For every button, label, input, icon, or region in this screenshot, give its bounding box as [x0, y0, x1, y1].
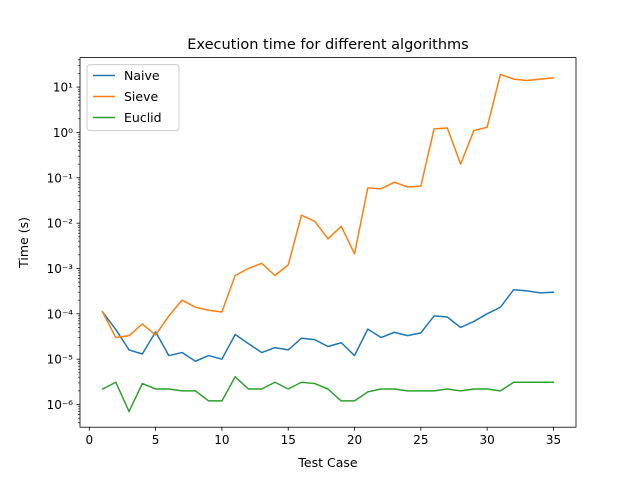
x-tick-label: 20: [347, 433, 362, 447]
y-tick-label: 10⁻²: [47, 217, 74, 231]
x-tick-label: 0: [85, 433, 93, 447]
x-tick-label: 25: [413, 433, 428, 447]
y-axis-ticks: 10⁻⁶ 10⁻⁵ 10⁻⁴ 10⁻³ 10⁻² 10⁻¹ 10⁰ 10¹: [47, 59, 80, 423]
legend-box: [86, 64, 180, 132]
series-line-naive: [101, 288, 555, 362]
x-tick-label: 5: [152, 433, 160, 447]
series-line-sieve: [101, 73, 555, 339]
y-axis-label: Time (s): [16, 217, 31, 269]
series-layer: [101, 73, 555, 413]
y-tick-label: 10¹: [53, 81, 73, 95]
y-tick-label: 10⁻⁴: [47, 307, 74, 321]
y-tick-label: 10⁻¹: [47, 171, 74, 185]
legend-label-naive: Naive: [124, 68, 160, 83]
legend: Naive Sieve Euclid: [86, 64, 180, 132]
x-tick-label: 35: [546, 433, 561, 447]
legend-label-euclid: Euclid: [124, 110, 162, 125]
x-tick-label: 30: [480, 433, 495, 447]
x-tick-label: 10: [214, 433, 229, 447]
legend-label-sieve: Sieve: [124, 89, 158, 104]
chart-title: Execution time for different algorithms: [187, 37, 468, 53]
x-axis-label: Test Case: [297, 455, 357, 470]
series-line-euclid: [101, 375, 555, 413]
plot-frame: [79, 57, 577, 428]
x-tick-label: 15: [281, 433, 296, 447]
y-tick-label: 10⁰: [53, 126, 73, 140]
x-axis-ticks: 0 5 10 15 20 25 30 35: [85, 427, 561, 447]
y-tick-label: 10⁻⁵: [47, 353, 74, 367]
y-tick-label: 10⁻³: [47, 262, 74, 276]
y-tick-label: 10⁻⁶: [47, 398, 74, 412]
